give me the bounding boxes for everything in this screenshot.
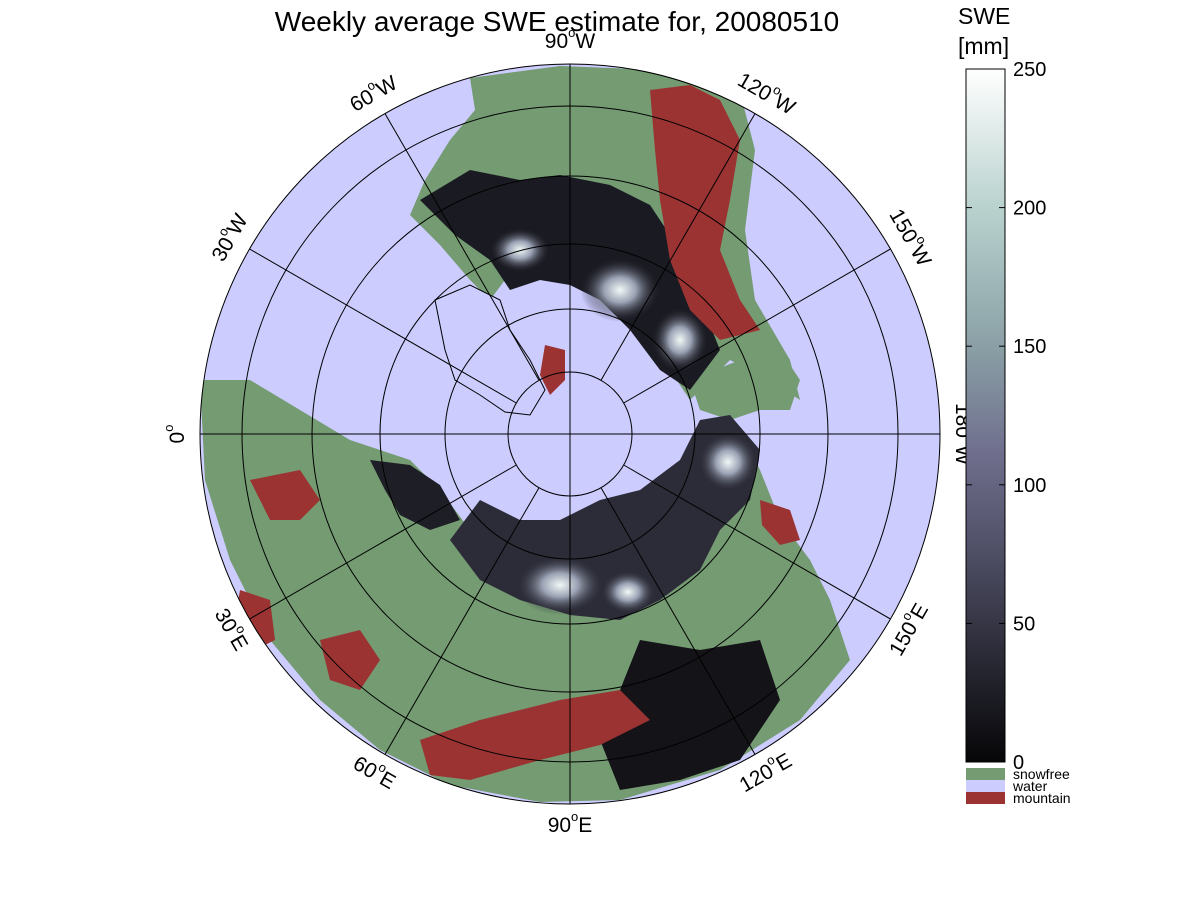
colorbar-tick-label: 250 [1013,59,1046,81]
swe-peak-chukotka [698,432,758,492]
colorbar-tick-label: 200 [1013,198,1046,220]
colorbar-label-line1: SWE [958,3,1010,29]
legend-swatch-snowfree [966,768,1005,780]
mountain-svalbard-east [540,345,565,395]
swe-scandinavia [370,460,460,530]
legend-swatch-water [966,780,1005,792]
colorbar-tick-label: 50 [1013,613,1035,635]
mountain-kamchatka [760,500,800,545]
north-america-west [690,350,800,420]
colorbar-label-line2: [mm] [958,33,1009,59]
colorbar-tick-label: 0 [1013,752,1024,774]
colorbar-scale [965,68,1006,763]
chart-title: Weekly average SWE estimate for, 2008051… [275,6,839,37]
legend-label-snowfree: snowfree [1013,766,1070,782]
meridian-line [249,464,517,620]
mountain-central-asia [420,690,650,780]
longitude-label: 0o [161,425,188,444]
meridian-line [623,248,891,404]
legend-label-mountain: mountain [1013,790,1071,806]
land-layer [200,66,850,802]
longitude-label: 90oW [545,25,596,52]
longitude-label: 150oW [885,203,940,270]
meridian-line [600,487,756,755]
meridian-line [384,113,540,381]
colorbar-tick-label: 100 [1013,475,1046,497]
swe-peak-hudson [490,228,550,272]
mountain-caucasus [320,630,380,690]
swe-peak-east-siberia [600,570,656,614]
mountain-alps [250,470,320,520]
swe-siberia-east [600,640,780,790]
swe-peak-yukon [652,308,708,372]
colorbar-tick-label: 150 [1013,336,1046,358]
longitude-label: 90oE [548,809,593,836]
swe-peak-canada [580,258,660,322]
map-frame [199,63,941,805]
meridian-line [623,464,891,620]
meridian-line [600,113,756,381]
meridians [200,64,940,804]
colorbar: SWE [mm] 0 50 100 150 200 250 [958,3,1046,774]
longitude-labels: 90oW120oW150oW180oW150oE120oE90oE60oE30o… [161,25,978,836]
meridian-line [249,248,517,404]
greenland-land [434,284,546,416]
graticule [199,63,941,805]
legend-label-water: water [1012,778,1048,794]
map-disc [199,63,941,805]
swe-peak-siberia [515,555,605,615]
legend-swatch-mountain [966,792,1005,804]
colorbar-ticks: 0 50 100 150 200 250 [966,59,1046,774]
meridian-line [384,487,540,755]
